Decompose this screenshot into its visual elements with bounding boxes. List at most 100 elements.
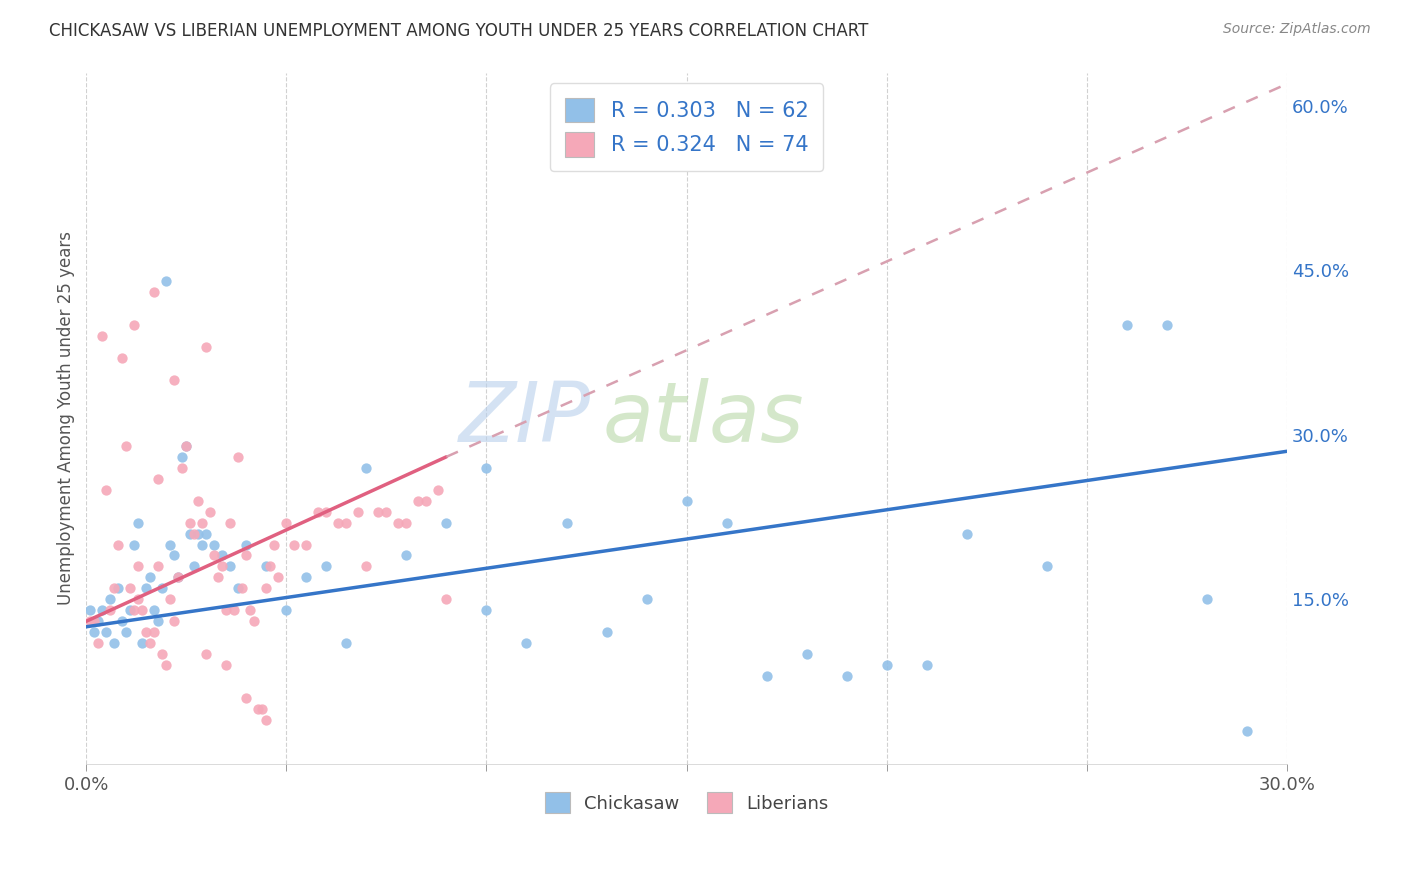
Point [335, 516, 357, 530]
Point [235, 537, 257, 551]
Point [139, 570, 162, 584]
Point [124, 603, 146, 617]
Legend: Chickasaw, Liberians: Chickasaw, Liberians [534, 781, 839, 824]
Point [228, 582, 250, 596]
Point [367, 505, 389, 519]
Text: atlas: atlas [603, 378, 804, 458]
Point [124, 537, 146, 551]
Point [254, 582, 277, 596]
Point [98, 592, 121, 607]
Point [247, 702, 270, 716]
Point [408, 493, 430, 508]
Point [150, 647, 173, 661]
Point [124, 318, 146, 333]
Point [956, 526, 979, 541]
Point [315, 505, 337, 519]
Point [228, 450, 250, 464]
Point [243, 614, 266, 628]
Point [195, 647, 218, 661]
Point [235, 691, 257, 706]
Point [283, 537, 305, 551]
Point [835, 669, 858, 683]
Point [159, 592, 181, 607]
Point [263, 537, 285, 551]
Point [915, 658, 938, 673]
Point [176, 439, 198, 453]
Point [387, 516, 409, 530]
Point [595, 625, 617, 640]
Point [436, 592, 458, 607]
Point [143, 625, 166, 640]
Point [211, 549, 233, 563]
Point [347, 505, 370, 519]
Point [148, 559, 170, 574]
Point [176, 439, 198, 453]
Point [195, 340, 218, 354]
Point [187, 493, 209, 508]
Point [120, 603, 142, 617]
Point [148, 614, 170, 628]
Point [356, 559, 378, 574]
Point [211, 559, 233, 574]
Point [87, 636, 110, 650]
Point [1195, 592, 1218, 607]
Point [91, 329, 114, 343]
Y-axis label: Unemployment Among Youth under 25 years: Unemployment Among Youth under 25 years [58, 231, 75, 606]
Point [267, 570, 290, 584]
Point [96, 483, 118, 497]
Point [375, 505, 398, 519]
Point [755, 669, 778, 683]
Point [155, 658, 177, 673]
Point [191, 537, 214, 551]
Point [98, 603, 121, 617]
Point [1156, 318, 1178, 333]
Point [103, 636, 125, 650]
Point [555, 516, 578, 530]
Point [83, 625, 105, 640]
Point [427, 483, 450, 497]
Point [1035, 559, 1057, 574]
Point [295, 570, 318, 584]
Point [179, 526, 201, 541]
Point [207, 570, 229, 584]
Point [224, 603, 246, 617]
Point [254, 559, 277, 574]
Point [127, 592, 149, 607]
Point [295, 537, 318, 551]
Point [183, 526, 205, 541]
Point [79, 603, 101, 617]
Point [1236, 723, 1258, 738]
Point [96, 625, 118, 640]
Point [219, 559, 242, 574]
Point [150, 582, 173, 596]
Point [395, 516, 418, 530]
Text: Source: ZipAtlas.com: Source: ZipAtlas.com [1223, 22, 1371, 37]
Point [191, 516, 214, 530]
Point [115, 625, 138, 640]
Point [876, 658, 898, 673]
Point [131, 603, 153, 617]
Point [1115, 318, 1137, 333]
Point [315, 559, 337, 574]
Point [155, 274, 177, 288]
Point [179, 516, 201, 530]
Point [172, 450, 194, 464]
Point [159, 537, 181, 551]
Point [83, 614, 105, 628]
Point [200, 505, 222, 519]
Point [127, 516, 149, 530]
Point [107, 537, 129, 551]
Point [163, 549, 186, 563]
Point [636, 592, 658, 607]
Point [167, 570, 190, 584]
Point [187, 526, 209, 541]
Point [107, 582, 129, 596]
Point [131, 636, 153, 650]
Point [79, 614, 101, 628]
Text: CHICKASAW VS LIBERIAN UNEMPLOYMENT AMONG YOUTH UNDER 25 YEARS CORRELATION CHART: CHICKASAW VS LIBERIAN UNEMPLOYMENT AMONG… [49, 22, 869, 40]
Point [120, 582, 142, 596]
Point [91, 603, 114, 617]
Point [276, 603, 298, 617]
Point [202, 549, 225, 563]
Point [276, 516, 298, 530]
